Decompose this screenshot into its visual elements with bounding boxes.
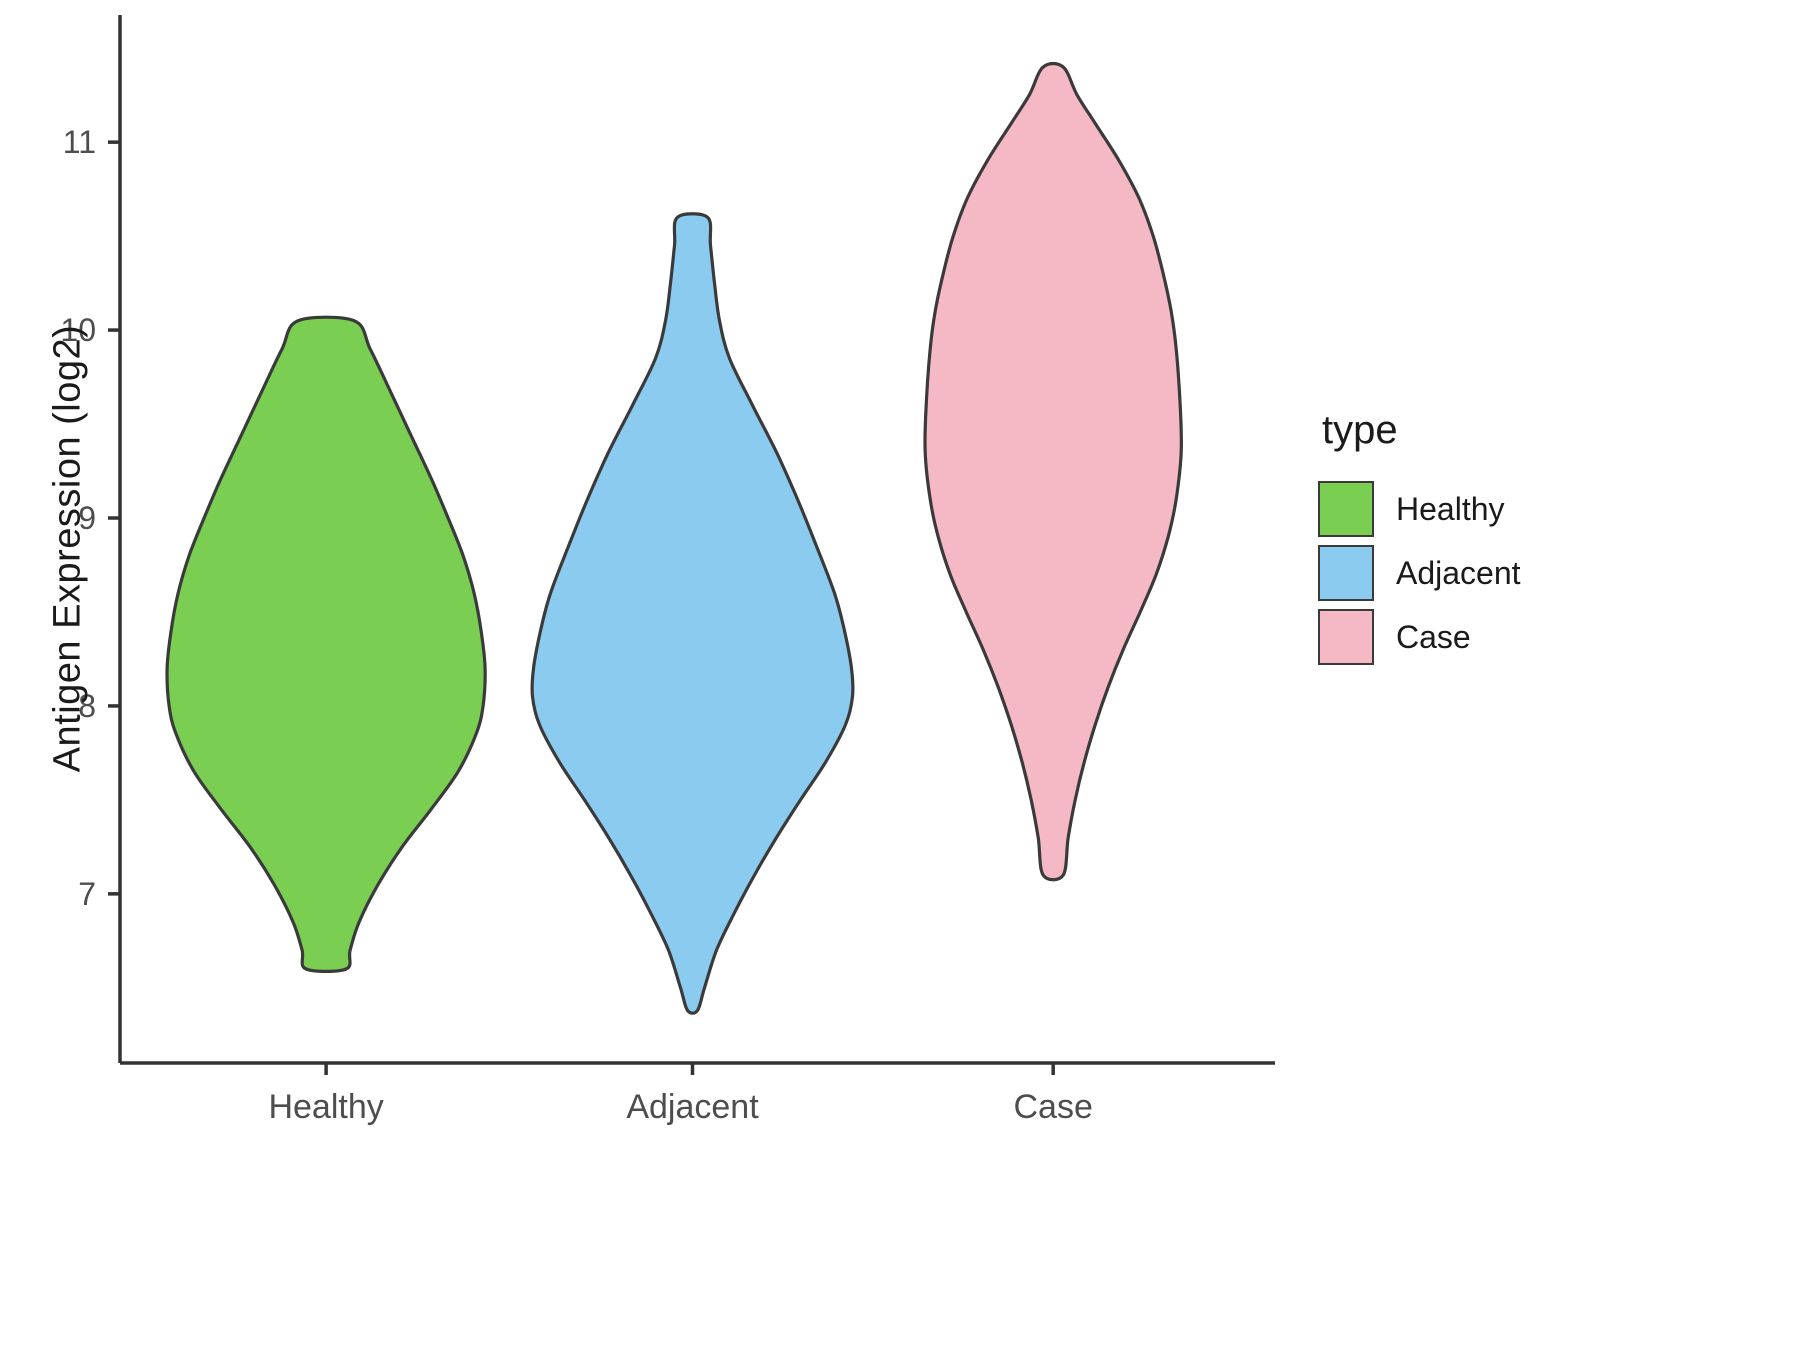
- y-tick-label: 10: [60, 312, 96, 348]
- y-tick-label: 9: [78, 500, 96, 536]
- legend-item-adjacent: Adjacent: [1318, 545, 1521, 601]
- legend-label-adjacent: Adjacent: [1396, 554, 1521, 591]
- y-tick-label: 7: [78, 876, 96, 912]
- x-category-label: Case: [1013, 1088, 1092, 1126]
- y-tick-label: 11: [63, 124, 96, 160]
- violin-case: [923, 61, 1184, 882]
- violin-healthy: [165, 315, 487, 973]
- violin-adjacent: [530, 212, 855, 1015]
- y-tick-label: 8: [78, 688, 96, 724]
- legend-swatch-case: [1318, 609, 1374, 665]
- legend-title: type: [1322, 408, 1398, 452]
- y-axis-title: Antigen Expression (log2): [46, 324, 89, 773]
- x-category-label: Healthy: [268, 1088, 383, 1126]
- x-category-label: Adjacent: [626, 1088, 759, 1126]
- legend-swatch-adjacent: [1318, 545, 1374, 601]
- legend-item-healthy: Healthy: [1318, 481, 1521, 537]
- legend: type Healthy Adjacent Case: [1318, 408, 1521, 673]
- legend-swatch-healthy: [1318, 481, 1374, 537]
- legend-item-case: Case: [1318, 609, 1521, 665]
- legend-label-healthy: Healthy: [1396, 490, 1505, 527]
- legend-label-case: Case: [1396, 618, 1471, 655]
